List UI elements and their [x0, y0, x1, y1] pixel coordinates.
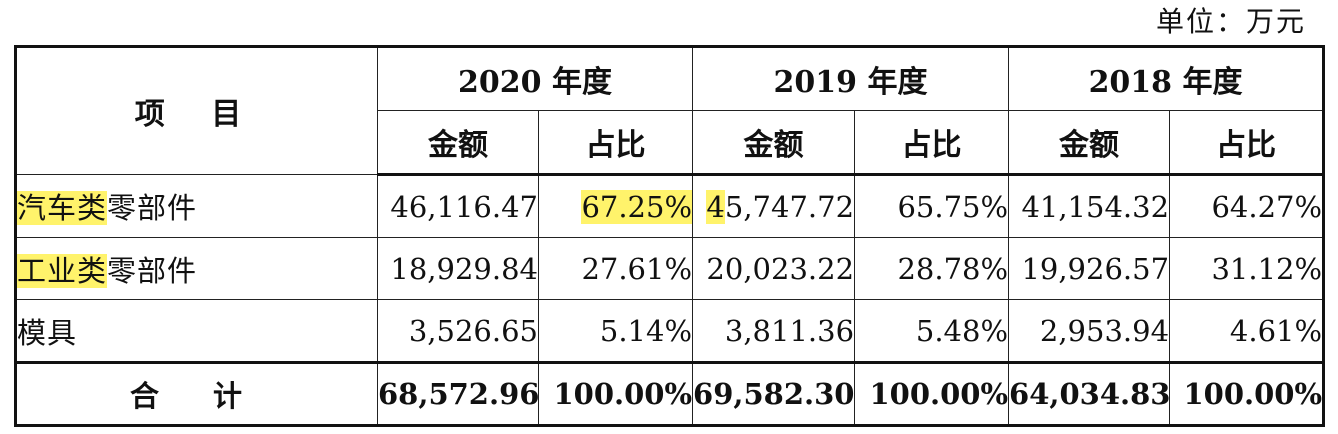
- amount-header-2018: 金额: [1008, 110, 1171, 176]
- header-row-years: 项 目 2020 年度 2019 年度 2018 年度: [15, 46, 1325, 175]
- amount-header-2020: 金额: [377, 110, 539, 176]
- table-row-total: 合 计 68,572.96 100.00% 69,582.30 100.00% …: [15, 361, 1325, 426]
- total-2019-amount: 69,582.30: [692, 361, 856, 426]
- cell-2020-amount: 46,116.47: [377, 174, 539, 238]
- year-header-2020: 2020 年度: [376, 46, 694, 111]
- unit-label: 单位：万元: [1155, 5, 1306, 38]
- cell-2019-ratio: 65.75%: [854, 174, 1010, 238]
- highlighted-text: 工业类: [17, 253, 108, 288]
- cell-2018-ratio: 64.27%: [1169, 174, 1325, 238]
- label-rest: 零部件: [107, 253, 198, 288]
- total-2020-ratio: 100.00%: [537, 361, 694, 426]
- cell-2019-amount: 45,747.72: [692, 174, 856, 238]
- amount-rest: 5,747.72: [724, 189, 855, 224]
- cell-2019-ratio: 28.78%: [854, 237, 1010, 300]
- table-row-industrial-parts: 工业类零部件 18,929.84 27.61% 20,023.22 28.78%…: [15, 237, 1325, 300]
- cell-2020-ratio: 27.61%: [537, 237, 694, 300]
- total-2018-ratio: 100.00%: [1169, 361, 1325, 426]
- table-row-automotive-parts: 汽车类零部件 46,116.47 67.25% 45,747.72 65.75%…: [15, 174, 1325, 238]
- year-header-2019: 2019 年度: [692, 46, 1010, 111]
- amount-header-2019: 金额: [692, 110, 856, 176]
- row-label: 汽车类零部件: [15, 174, 378, 238]
- header-row-subheaders: 金额 占比 金额 占比 金额 占比: [16, 110, 1325, 176]
- cell-2019-amount: 20,023.22: [692, 237, 856, 300]
- item-header: 项 目: [15, 46, 378, 175]
- cell-2020-ratio: 5.14%: [537, 299, 694, 363]
- ratio-header-2018: 占比: [1169, 110, 1325, 176]
- cell-2019-amount: 3,811.36: [692, 299, 856, 363]
- total-2018-amount: 64,034.83: [1008, 361, 1171, 426]
- total-2019-ratio: 100.00%: [854, 361, 1010, 426]
- cell-2020-ratio: 67.25%: [537, 174, 694, 238]
- total-2020-amount: 68,572.96: [377, 361, 539, 426]
- cell-2018-amount: 2,953.94: [1008, 299, 1171, 363]
- ratio-header-2020: 占比: [537, 110, 694, 176]
- highlighted-text: 汽车类: [17, 191, 108, 225]
- highlighted-digit: 4: [706, 189, 725, 224]
- cell-2020-amount: 3,526.65: [377, 299, 539, 363]
- row-label: 工业类零部件: [15, 237, 378, 300]
- year-header-2018: 2018 年度: [1008, 46, 1325, 111]
- table-row-molds: 模具 3,526.65 5.14% 3,811.36 5.48% 2,953.9…: [15, 299, 1325, 363]
- cell-2020-amount: 18,929.84: [377, 237, 539, 300]
- cell-2019-ratio: 5.48%: [854, 299, 1010, 363]
- label-rest: 零部件: [107, 191, 198, 225]
- cell-2018-ratio: 4.61%: [1169, 299, 1325, 363]
- cell-2018-amount: 19,926.57: [1008, 237, 1171, 300]
- highlighted-ratio: 67.25%: [581, 189, 693, 224]
- total-label: 合 计: [15, 361, 378, 426]
- row-label: 模具: [15, 299, 378, 363]
- cell-2018-ratio: 31.12%: [1169, 237, 1325, 300]
- revenue-table: 项 目 2020 年度 2019 年度 2018 年度 金额 占比 金额 占比 …: [14, 45, 1326, 427]
- cell-2018-amount: 41,154.32: [1008, 174, 1171, 238]
- ratio-header-2019: 占比: [854, 110, 1010, 176]
